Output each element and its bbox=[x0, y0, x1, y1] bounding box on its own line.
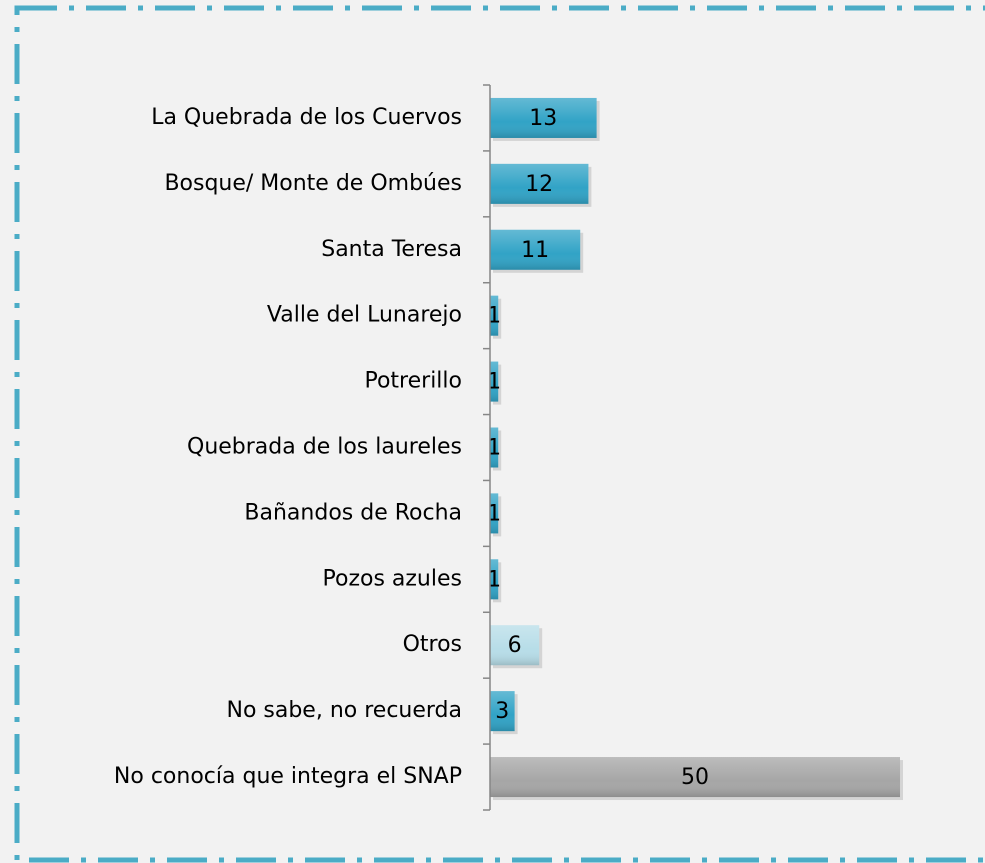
category-label: Potrerillo bbox=[364, 369, 462, 394]
category-label: Otros bbox=[403, 632, 462, 657]
data-label: 6 bbox=[508, 633, 522, 658]
category-label: Bosque/ Monte de Ombúes bbox=[164, 171, 462, 196]
category-label: Quebrada de los laureles bbox=[187, 435, 462, 460]
data-label: 1 bbox=[487, 304, 501, 329]
bar-shine bbox=[490, 625, 540, 666]
data-label: 1 bbox=[487, 370, 501, 395]
bar-shine bbox=[490, 295, 499, 336]
data-label: 1 bbox=[487, 567, 501, 592]
bar-shine bbox=[490, 559, 499, 600]
data-label: 1 bbox=[487, 436, 501, 461]
category-label: No sabe, no recuerda bbox=[226, 698, 462, 723]
bar-shine bbox=[490, 427, 499, 468]
bar-shine bbox=[490, 361, 499, 402]
category-label: Pozos azules bbox=[323, 566, 463, 591]
data-label: 13 bbox=[529, 106, 557, 131]
category-label: No conocía que integra el SNAP bbox=[114, 764, 462, 789]
bar-shine bbox=[490, 493, 499, 534]
bar-shine bbox=[490, 757, 900, 798]
category-label: Valle del Lunarejo bbox=[267, 303, 462, 328]
category-label: Santa Teresa bbox=[321, 237, 462, 262]
bar-shine bbox=[490, 229, 581, 270]
data-label: 11 bbox=[521, 238, 549, 263]
category-label: La Quebrada de los Cuervos bbox=[151, 105, 462, 130]
data-label: 12 bbox=[525, 172, 553, 197]
frame bbox=[14, 5, 985, 863]
bar-shine bbox=[490, 163, 589, 204]
data-label: 50 bbox=[681, 765, 709, 790]
data-label: 3 bbox=[495, 699, 509, 724]
data-label: 1 bbox=[487, 501, 501, 526]
bar-shine bbox=[490, 97, 597, 138]
bar-shine bbox=[490, 691, 515, 732]
category-label: Bañandos de Rocha bbox=[244, 500, 462, 525]
